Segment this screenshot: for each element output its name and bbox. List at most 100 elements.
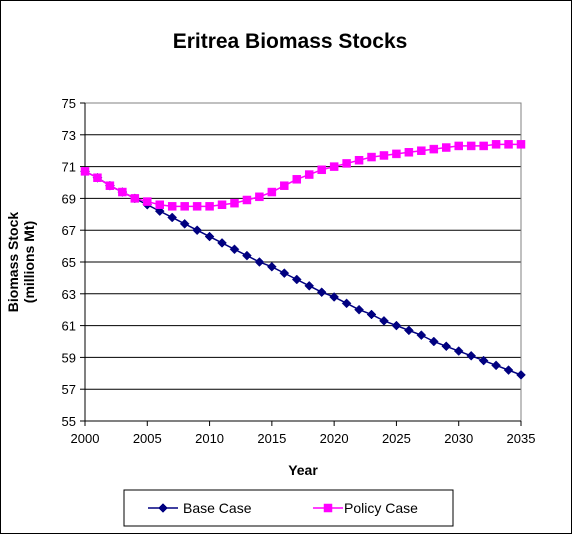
data-point xyxy=(454,141,463,151)
data-point xyxy=(179,218,190,229)
data-point xyxy=(379,151,389,160)
data-point xyxy=(466,350,477,361)
series-line xyxy=(84,143,521,208)
data-point xyxy=(478,355,489,366)
data-point xyxy=(242,195,252,205)
y-tick-label: 65 xyxy=(62,255,76,270)
legend-box xyxy=(123,489,454,527)
x-axis-ticks: 2000 2005 2010 2015 2020 2025 2030 2035 xyxy=(71,421,536,446)
data-point xyxy=(329,162,339,171)
data-point xyxy=(516,140,526,149)
data-point xyxy=(379,315,389,326)
x-tick-label: 2010 xyxy=(195,431,224,446)
legend-marker xyxy=(158,503,168,513)
y-axis-title-line-1: Biomass Stock xyxy=(5,212,21,313)
y-axis-title-line-2: (millions Mt) xyxy=(21,221,37,303)
y-tick-label: 67 xyxy=(62,223,76,238)
legend-marker xyxy=(323,503,333,513)
legend-label: Base Case xyxy=(183,500,252,516)
data-point xyxy=(491,140,501,149)
y-axis-ticks: 55 57 59 61 63 65 67 69 71 73 75 xyxy=(62,96,85,429)
data-point xyxy=(304,170,314,179)
data-point xyxy=(267,261,277,272)
data-point xyxy=(354,155,364,165)
x-tick-label: 2035 xyxy=(507,431,536,446)
data-point xyxy=(180,202,189,211)
y-tick-label: 59 xyxy=(62,350,76,365)
data-point xyxy=(453,346,464,356)
x-axis-title: Year xyxy=(288,462,318,478)
data-point xyxy=(167,202,177,211)
x-tick-label: 2020 xyxy=(320,431,349,446)
data-point xyxy=(118,187,127,197)
data-point xyxy=(329,292,339,302)
data-point xyxy=(366,309,377,320)
data-point xyxy=(229,244,240,255)
y-tick-label: 71 xyxy=(62,160,76,175)
data-point xyxy=(143,197,152,206)
x-tick-label: 2030 xyxy=(444,431,473,446)
data-point xyxy=(491,360,501,371)
data-point xyxy=(255,192,264,202)
data-point xyxy=(167,212,178,223)
data-point xyxy=(280,181,289,190)
data-point xyxy=(417,146,426,155)
data-point xyxy=(391,320,402,331)
y-tick-label: 63 xyxy=(62,287,76,302)
legend-item: Base Case xyxy=(148,500,252,516)
x-tick-label: 2025 xyxy=(382,431,411,446)
data-point xyxy=(316,287,327,298)
data-point xyxy=(416,330,427,340)
data-point xyxy=(503,365,514,375)
chart-title: Eritrea Biomass Stocks xyxy=(173,30,408,53)
data-point xyxy=(242,250,252,261)
data-point xyxy=(230,198,239,208)
data-point xyxy=(192,225,202,236)
data-point xyxy=(516,370,526,380)
y-tick-label: 57 xyxy=(62,382,76,397)
data-point xyxy=(404,325,414,336)
series xyxy=(80,140,526,380)
data-point xyxy=(105,181,115,190)
series-policy-case xyxy=(80,140,526,211)
data-point xyxy=(354,304,364,315)
data-point xyxy=(217,200,227,210)
data-point xyxy=(291,274,302,285)
data-point xyxy=(304,280,315,291)
data-point xyxy=(192,202,202,211)
y-tick-label: 61 xyxy=(62,319,76,334)
data-point xyxy=(428,336,439,347)
data-point xyxy=(217,238,227,248)
y-tick-label: 55 xyxy=(62,414,76,429)
data-point xyxy=(267,187,277,197)
x-tick-label: 2005 xyxy=(133,431,162,446)
data-point xyxy=(341,298,352,309)
data-point xyxy=(292,175,302,184)
data-point xyxy=(130,194,140,203)
legend: Base Case Policy Case xyxy=(148,500,418,516)
data-point xyxy=(204,231,215,242)
data-point xyxy=(504,140,513,149)
data-point xyxy=(155,200,164,210)
data-point xyxy=(442,143,451,152)
data-point xyxy=(429,144,439,154)
legend-item: Policy Case xyxy=(313,500,418,516)
x-tick-label: 2000 xyxy=(71,431,100,446)
data-point xyxy=(279,268,290,278)
data-point xyxy=(342,159,351,168)
data-point xyxy=(367,152,376,162)
data-point xyxy=(254,257,265,267)
legend-label: Policy Case xyxy=(344,500,418,516)
data-point xyxy=(404,148,414,157)
y-tick-label: 75 xyxy=(62,96,76,111)
data-point xyxy=(317,165,326,175)
x-tick-label: 2015 xyxy=(257,431,286,446)
y-tick-label: 73 xyxy=(62,128,76,143)
data-point xyxy=(80,167,90,176)
data-point xyxy=(441,341,452,352)
data-point xyxy=(479,141,488,151)
data-point xyxy=(205,202,214,211)
y-axis-title: Biomass Stock (millions Mt) xyxy=(5,212,37,313)
